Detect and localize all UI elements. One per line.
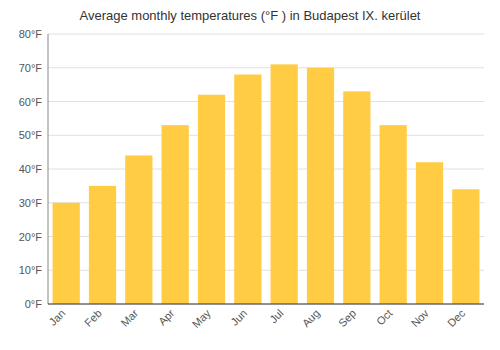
bar <box>234 75 261 305</box>
bar <box>271 64 298 304</box>
chart-container: Average monthly temperatures (°F ) in Bu… <box>0 0 500 350</box>
y-tick-label: 50°F <box>19 129 43 141</box>
grid-line <box>48 67 484 68</box>
y-tick-label: 60°F <box>19 96 43 108</box>
y-tick-label: 40°F <box>19 163 43 175</box>
y-axis-line <box>48 34 49 304</box>
grid-line <box>48 101 484 102</box>
bar <box>53 203 80 304</box>
y-tick-label: 70°F <box>19 62 43 74</box>
y-axis-labels: 0°F 10°F 20°F 30°F 40°F 50°F 60°F 70°F 80°F <box>19 28 43 310</box>
grid-line <box>48 304 484 305</box>
bar <box>343 91 370 304</box>
x-tick-label: Jul <box>267 307 285 325</box>
x-tick-label: Jan <box>47 307 68 328</box>
y-tick-label: 0°F <box>25 298 43 310</box>
x-axis-labels: Jan Feb Mar Apr May Jun Jul Aug Sep Oct Nov Dec <box>47 307 468 331</box>
grid-line <box>48 135 484 136</box>
bar <box>125 156 152 305</box>
x-tick-label: Dec <box>445 307 468 330</box>
x-tick-label: Oct <box>374 307 395 328</box>
x-tick-label: Feb <box>82 307 104 329</box>
x-tick-label: Aug <box>300 307 322 329</box>
bars <box>53 64 480 304</box>
bar <box>162 125 189 304</box>
grid-line <box>48 34 484 35</box>
x-tick-label: Nov <box>409 307 432 330</box>
bar <box>307 68 334 304</box>
bar <box>416 162 443 304</box>
chart-title: Average monthly temperatures (°F ) in Bu… <box>80 8 421 23</box>
bar <box>380 125 407 304</box>
x-axis-line <box>48 304 484 305</box>
x-tick-label: Jun <box>228 307 249 328</box>
bar <box>452 189 479 304</box>
bar <box>89 186 116 304</box>
chart-svg: Average monthly temperatures (°F ) in Bu… <box>0 0 500 350</box>
x-tick-label: Mar <box>118 307 140 329</box>
y-tick-label: 10°F <box>19 264 43 276</box>
bar <box>198 95 225 304</box>
y-tick-label: 20°F <box>19 231 43 243</box>
x-tick-label: May <box>190 307 214 331</box>
y-grid <box>48 34 484 304</box>
y-tick-label: 30°F <box>19 197 43 209</box>
y-tick-label: 80°F <box>19 28 43 40</box>
x-tick-label: Sep <box>336 307 358 329</box>
x-tick-label: Apr <box>156 307 177 328</box>
